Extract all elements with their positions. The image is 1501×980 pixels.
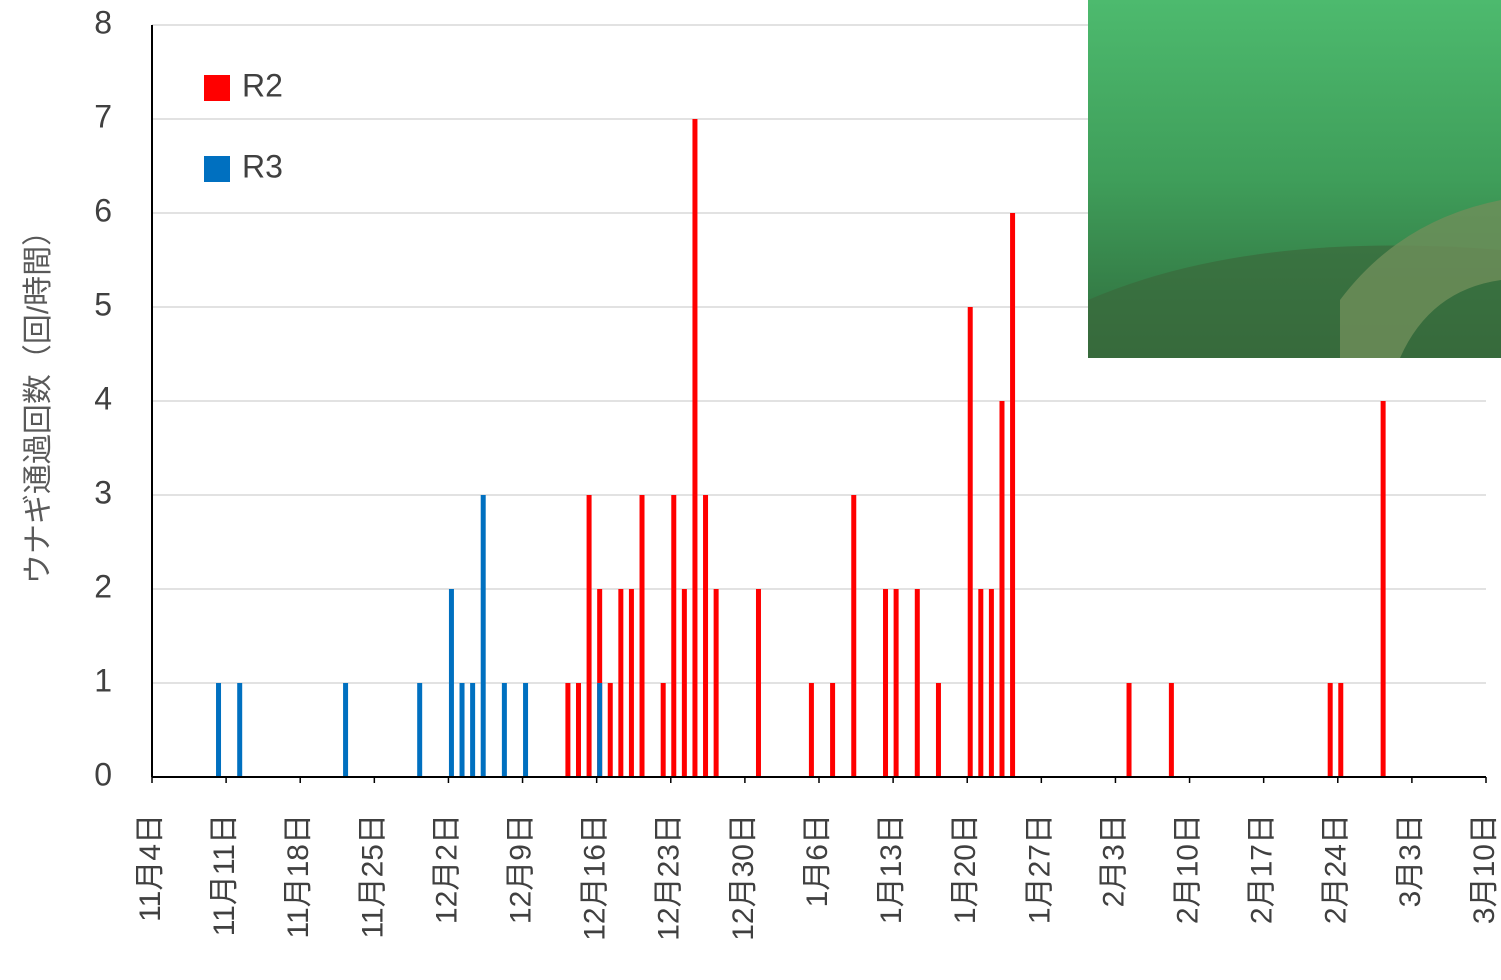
bar: [597, 683, 602, 777]
bar: [608, 683, 613, 777]
bar: [851, 495, 856, 777]
x-tick-label: 12月9日: [504, 814, 537, 924]
bar: [999, 401, 1004, 777]
x-tick-label: 2月3日: [1097, 814, 1130, 907]
bar: [216, 683, 221, 777]
x-tick-label: 1月13日: [875, 814, 908, 924]
y-axis-label: ウナギ通過回数（回/時間）: [22, 216, 55, 584]
bar: [565, 683, 570, 777]
x-tick-label: 1月6日: [801, 814, 834, 907]
bar: [682, 589, 687, 777]
bar: [523, 683, 528, 777]
bar: [830, 683, 835, 777]
y-tick-label: 6: [94, 192, 112, 228]
bar: [989, 589, 994, 777]
bar: [449, 589, 454, 777]
bar: [671, 495, 676, 777]
bar: [481, 495, 486, 777]
bar: [703, 495, 708, 777]
inset-photo: [1088, 0, 1501, 358]
x-tick-label: 2月24日: [1320, 814, 1353, 924]
bar: [629, 589, 634, 777]
x-tick-label: 12月2日: [430, 814, 463, 924]
y-tick-label: 0: [94, 756, 112, 792]
bar: [936, 683, 941, 777]
x-tick-label: 1月20日: [949, 814, 982, 924]
bar: [661, 683, 666, 777]
x-tick-label: 12月23日: [653, 814, 686, 941]
bar: [417, 683, 422, 777]
x-tick-label: 12月30日: [727, 814, 760, 941]
bar: [460, 683, 465, 777]
bar: [470, 683, 475, 777]
bar: [640, 495, 645, 777]
bar: [1010, 213, 1015, 777]
x-tick-label: 11月18日: [282, 814, 315, 939]
x-tick-label: 2月17日: [1246, 814, 1279, 924]
y-tick-label: 2: [94, 568, 112, 604]
x-tick-label: 12月16日: [579, 814, 612, 941]
bar: [809, 683, 814, 777]
y-tick-label: 7: [94, 98, 112, 134]
x-tick-label: 11月11日: [208, 814, 241, 936]
bar: [237, 683, 242, 777]
y-tick-label: 5: [94, 286, 112, 322]
bar: [756, 589, 761, 777]
y-tick-label: 3: [94, 474, 112, 510]
bar: [968, 307, 973, 777]
bar: [883, 589, 888, 777]
x-tick-label: 2月10日: [1171, 814, 1204, 924]
bar: [618, 589, 623, 777]
bar: [576, 683, 581, 777]
bar: [692, 119, 697, 777]
x-tick-label: 11月25日: [356, 814, 389, 939]
bar: [915, 589, 920, 777]
bar: [978, 589, 983, 777]
legend-swatch: [204, 156, 230, 182]
y-tick-label: 4: [94, 380, 112, 416]
chart: ウナギ通過回数（回/時間） 0 1 2 3 4 5 6 7 8 11月4日 11月11日 11月18日…: [0, 0, 1501, 980]
bar: [587, 495, 592, 777]
bar: [714, 589, 719, 777]
bar: [1328, 683, 1333, 777]
x-tick-label: 1月27日: [1023, 814, 1056, 924]
bar: [343, 683, 348, 777]
bar: [1169, 683, 1174, 777]
legend-label: R3: [242, 148, 283, 184]
bar: [894, 589, 899, 777]
y-tick-label: 8: [94, 4, 112, 40]
bar: [502, 683, 507, 777]
legend-label: R2: [242, 67, 283, 103]
bar: [1127, 683, 1132, 777]
x-tick-label: 11月4日: [134, 814, 167, 922]
bar: [1338, 683, 1343, 777]
y-tick-label: 1: [94, 662, 112, 698]
legend-swatch: [204, 75, 230, 101]
x-tick-label: 3月10日: [1468, 814, 1501, 924]
x-tick-label: 3月3日: [1394, 814, 1427, 907]
bar: [1381, 401, 1386, 777]
